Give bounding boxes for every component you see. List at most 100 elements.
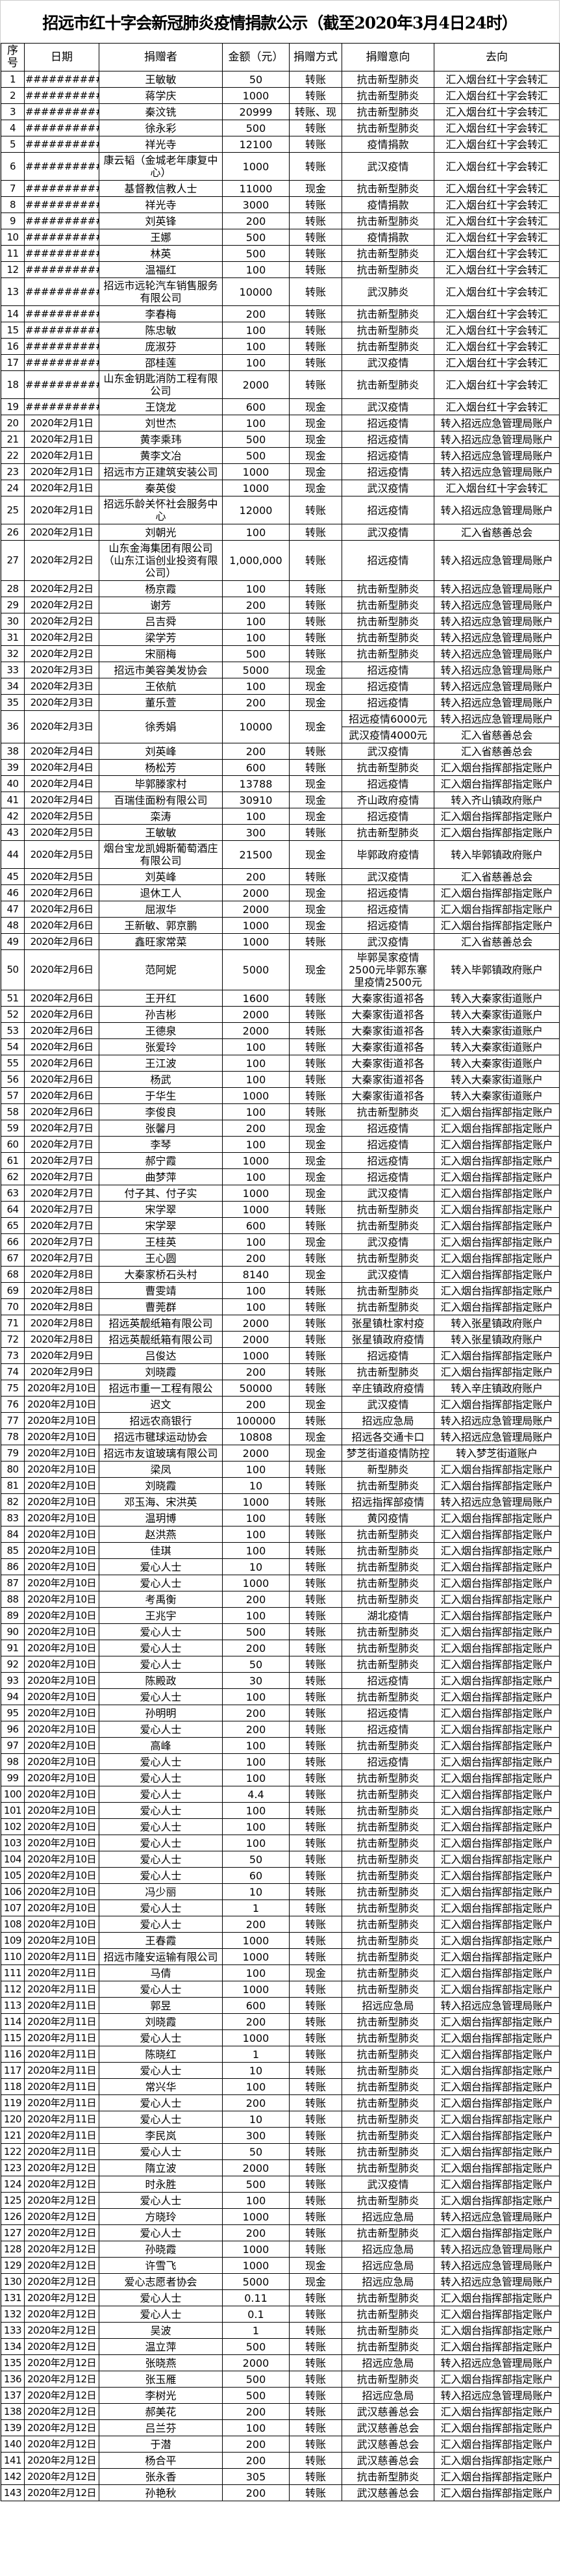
cell-intent: 抗击新型肺炎 (342, 1883, 434, 1900)
cell-intent: 毕郭政府疫情 (342, 840, 434, 869)
cell-method: 转账 (289, 87, 342, 104)
cell-seq: 140 (1, 2436, 25, 2453)
cell-intent: 抗击新型肺炎 (342, 1103, 434, 1120)
cell-amount: 50 (222, 1656, 290, 1673)
table-row: 119 2020年2月11日 爱心人士 200 转账 抗击新型肺炎 汇入烟台指挥部指定账户 (1, 2094, 560, 2111)
cell-amount: 200 (222, 1363, 290, 1380)
cell-date: 2020年2月4日 (24, 775, 99, 792)
cell-method: 转账 (289, 1786, 342, 1803)
cell-donor: 张馨月 (99, 1120, 223, 1137)
cell-date: ############ (24, 322, 99, 339)
cell-destination: 汇入烟台指挥部指定账户 (434, 2143, 560, 2160)
cell-seq: 77 (1, 1412, 25, 1429)
cell-method: 转账 (289, 1883, 342, 1900)
cell-seq: 101 (1, 1802, 25, 1819)
cell-donor: 王敏敏 (99, 71, 223, 88)
cell-date: 2020年2月10日 (24, 1428, 99, 1445)
cell-donor: 佳琪 (99, 1542, 223, 1559)
cell-date: 2020年2月10日 (24, 1380, 99, 1397)
cell-date: ############ (24, 370, 99, 399)
cell-destination: 转入毕郭镇政府账户 (434, 949, 560, 990)
cell-destination: 汇入烟台指挥部指定账户 (434, 1640, 560, 1656)
cell-method: 现金 (289, 1964, 342, 1981)
cell-seq: 11 (1, 245, 25, 262)
cell-intent: 招远应急局 (342, 1997, 434, 2014)
cell-intent: 武汉慈善总会 (342, 2419, 434, 2436)
header-seq: 序号 (1, 43, 25, 71)
cell-donor: 李树光 (99, 2387, 223, 2404)
cell-destination: 转入招远应急管理局账户 (434, 431, 560, 448)
cell-intent: 抗击新型肺炎 (342, 1688, 434, 1705)
cell-intent: 抗击新型肺炎 (342, 2094, 434, 2111)
cell-destination: 汇入烟台红十字会转汇 (434, 196, 560, 213)
cell-seq: 15 (1, 322, 25, 339)
cell-method: 现金 (289, 415, 342, 431)
cell-destination: 汇入烟台指挥部指定账户 (434, 2192, 560, 2209)
cell-amount: 100000 (222, 1412, 290, 1429)
table-row: 51 2020年2月6日 王开红 1600 转账 大秦家街道祁各 转入大秦家街道账户 (1, 990, 560, 1007)
cell-date: 2020年2月10日 (24, 1445, 99, 1462)
cell-seq: 43 (1, 824, 25, 841)
cell-date: 2020年2月10日 (24, 1656, 99, 1673)
cell-intent: 招远疫情 (342, 540, 434, 581)
cell-destination: 汇入烟台红十字会转汇 (434, 136, 560, 153)
table-row: 55 2020年2月6日 王江波 100 转账 大秦家街道祁各 转入大秦家街道账户 (1, 1055, 560, 1072)
cell-method: 转账 (289, 1623, 342, 1640)
cell-method: 转账 (289, 1591, 342, 1608)
cell-amount: 200 (222, 2013, 290, 2030)
cell-intent: 抗击新型肺炎 (342, 305, 434, 322)
cell-intent: 抗击新型肺炎 (342, 2224, 434, 2241)
cell-destination: 汇入烟台指挥部指定账户 (434, 1233, 560, 1250)
cell-seq: 73 (1, 1347, 25, 1364)
cell-seq: 87 (1, 1575, 25, 1591)
cell-donor: 宋学翠 (99, 1217, 223, 1234)
table-row: 45 2020年2月5日 刘英峰 200 转账 武汉疫情 汇入省慈善总会 (1, 868, 560, 885)
cell-intent: 抗击新型肺炎 (342, 1217, 434, 1234)
cell-amount: 1 (222, 2322, 290, 2339)
cell-method: 转账 (289, 2468, 342, 2485)
cell-amount: 2000 (222, 1331, 290, 1348)
cell-destination: 汇入烟台红十字会转汇 (434, 87, 560, 104)
cell-method: 转账 (289, 338, 342, 355)
table-row: 24 2020年2月1日 秦英俊 1000 现金 武汉疫情 汇入烟台红十字会转汇 (1, 480, 560, 496)
cell-intent: 抗击新型肺炎 (342, 2029, 434, 2046)
cell-intent: 招远应急局 (342, 2257, 434, 2274)
cell-destination: 汇入烟台指挥部指定账户 (434, 1705, 560, 1721)
cell-donor: 爱心人士 (99, 2062, 223, 2079)
cell-donor: 爱心人士 (99, 1818, 223, 1835)
cell-donor: 孙晓霞 (99, 2241, 223, 2258)
table-row: 142 2020年2月12日 张永香 305 转账 抗击新型肺炎 汇入烟台指挥部指定账户 (1, 2468, 560, 2485)
table-row: 94 2020年2月10日 爱心人士 100 转账 抗击新型肺炎 汇入烟台指挥部指定账户 (1, 1688, 560, 1705)
table-row: 97 2020年2月10日 高峰 100 转账 抗击新型肺炎 汇入烟台指挥部指定账户 (1, 1737, 560, 1754)
cell-date: 2020年2月12日 (24, 2322, 99, 2339)
cell-donor: 基督教信教人士 (99, 180, 223, 197)
cell-intent: 招远疫情6000元 (342, 710, 434, 727)
cell-seq: 32 (1, 645, 25, 662)
cell-destination: 转入招远应急管理局账户 (434, 447, 560, 464)
cell-destination: 转入大秦家街道账户 (434, 1038, 560, 1055)
cell-method: 转账 (289, 2403, 342, 2420)
cell-amount: 10000 (222, 710, 290, 743)
cell-amount: 100 (222, 808, 290, 825)
cell-date: 2020年2月1日 (24, 447, 99, 464)
cell-method: 转账 (289, 261, 342, 278)
cell-date: 2020年2月11日 (24, 1964, 99, 1981)
cell-donor: 王饶龙 (99, 398, 223, 415)
table-row: 122 2020年2月11日 爱心人士 50 转账 抗击新型肺炎 汇入烟台指挥部指定账户 (1, 2143, 560, 2160)
cell-amount: 100 (222, 1136, 290, 1153)
cell-destination: 汇入烟台指挥部指定账户 (434, 1688, 560, 1705)
cell-intent: 抗击新型肺炎 (342, 2046, 434, 2063)
cell-date: 2020年2月2日 (24, 629, 99, 646)
cell-donor: 招远乐龄关怀社会服务中心 (99, 496, 223, 524)
cell-method: 现金 (289, 678, 342, 695)
cell-amount: 1000 (222, 1087, 290, 1104)
cell-amount: 100 (222, 580, 290, 597)
cell-seq: 83 (1, 1510, 25, 1526)
cell-destination: 转入大秦家街道账户 (434, 1022, 560, 1039)
cell-destination: 转入大秦家街道账户 (434, 1087, 560, 1104)
cell-date: 2020年2月10日 (24, 1770, 99, 1786)
cell-destination: 汇入烟台红十字会转汇 (434, 277, 560, 306)
cell-method: 转账 (289, 2078, 342, 2095)
cell-destination: 汇入烟台指挥部指定账户 (434, 1607, 560, 1624)
cell-amount: 100 (222, 678, 290, 695)
